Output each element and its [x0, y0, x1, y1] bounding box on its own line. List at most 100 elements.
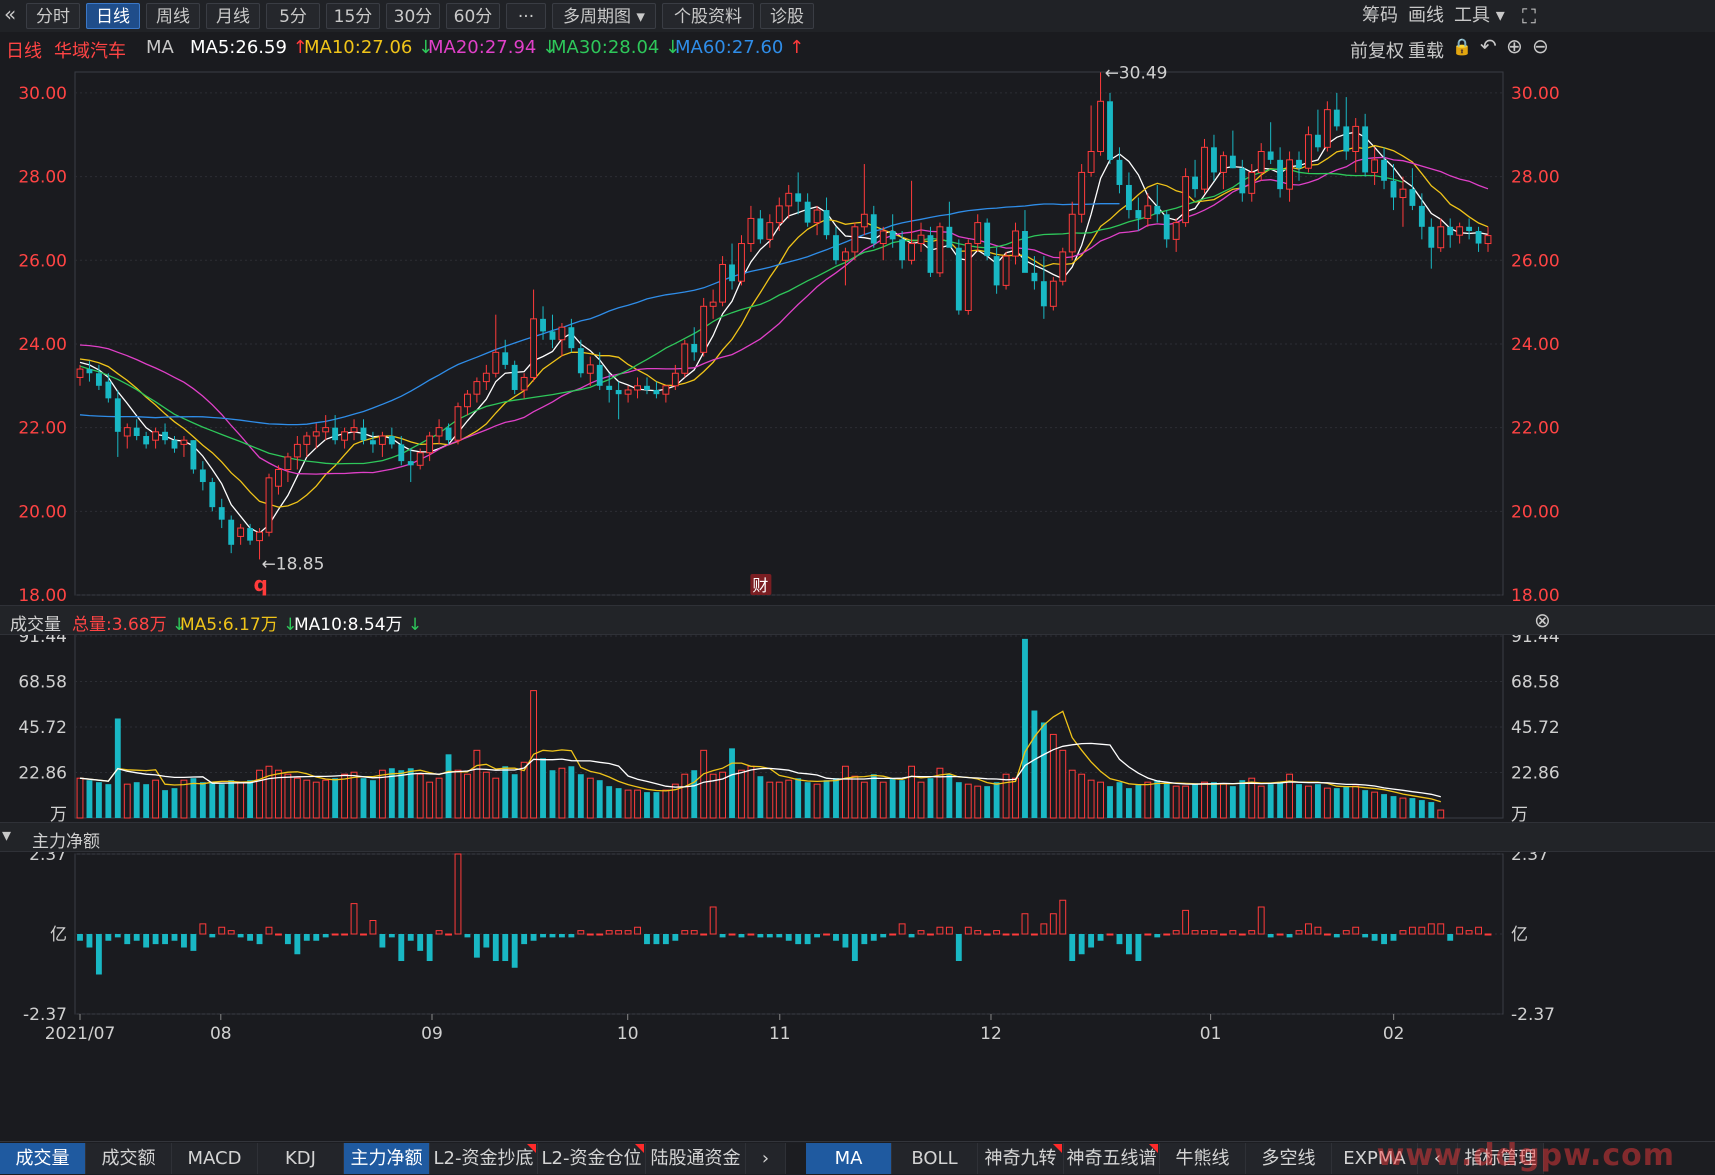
flow-title[interactable]: 主力净额	[32, 832, 100, 852]
flow-bar	[993, 930, 1001, 935]
volume-bar	[586, 777, 594, 819]
date-label: 08	[210, 1024, 232, 1044]
flow-bar	[1012, 933, 1019, 936]
indicator-tab-9[interactable]: MA	[806, 1143, 892, 1174]
candle-body	[1475, 230, 1482, 244]
back-icon[interactable]: «	[4, 2, 17, 26]
zoom-out-icon[interactable]: ⊖	[1532, 34, 1549, 58]
indicator-tab-1[interactable]: 成交额	[86, 1143, 172, 1174]
candle-body	[1211, 147, 1217, 173]
volume-bar	[1049, 733, 1057, 819]
volume-title[interactable]: 成交量	[10, 615, 61, 635]
candle-body	[76, 368, 84, 378]
indicator-tab-17[interactable]: 指标管理	[1458, 1143, 1544, 1174]
candle-body	[190, 440, 197, 470]
draw-line-button[interactable]: 画线	[1408, 5, 1444, 26]
period-tab-7[interactable]: 60分	[446, 3, 500, 29]
indicator-tab-4[interactable]: 主力净额	[344, 1143, 430, 1174]
period-tab-6[interactable]: 30分	[386, 3, 440, 29]
fullscreen-icon[interactable]: ⛶	[1522, 4, 1536, 28]
candle-body	[1466, 226, 1473, 231]
indicator-tab-15[interactable]: EXPMA	[1332, 1143, 1418, 1174]
period-tab-10[interactable]: 个股资料	[662, 3, 754, 29]
indicator-tab-7[interactable]: 陆股通资金	[646, 1143, 746, 1174]
indicator-tab-5[interactable]: L2-资金抄底	[430, 1143, 538, 1174]
ma20-line	[79, 156, 1489, 475]
flow-bar	[983, 933, 991, 936]
stock-name[interactable]: 华域汽车	[54, 41, 126, 62]
candle-body	[1012, 230, 1019, 257]
flow-bar	[540, 934, 546, 938]
volume-tick-right: 45.72	[1511, 718, 1560, 738]
flow-bar	[1116, 934, 1123, 945]
date-label: 02	[1383, 1024, 1405, 1044]
candle-body	[237, 527, 245, 537]
volume-bar	[700, 749, 708, 819]
lock-icon[interactable]: 🔒	[1452, 37, 1472, 56]
reload-button[interactable]: 重载	[1408, 41, 1444, 62]
indicator-tab-3[interactable]: KDJ	[258, 1143, 344, 1174]
period-tab-9[interactable]: 多周期图 ▾	[552, 3, 656, 29]
flow-bar	[511, 934, 518, 968]
candle-body	[549, 331, 556, 340]
kline-chart[interactable]: 30.00 30.00 28.00 28.00 26.00 26.00 24.00 24.00…	[0, 62, 1715, 1172]
chips-button[interactable]: 筹码	[1362, 5, 1398, 26]
volume-bar	[955, 782, 962, 818]
period-tab-4[interactable]: 5分	[266, 3, 320, 29]
candle-body	[105, 381, 112, 399]
candle-body	[691, 343, 698, 353]
period-tab-0[interactable]: 分时	[26, 3, 80, 29]
indicator-tab-8[interactable]: ›	[746, 1143, 786, 1174]
candle-body	[162, 431, 168, 441]
price-tick-left: 26.00	[18, 251, 67, 271]
volume-bar	[841, 765, 849, 819]
period-tab-3[interactable]: 月线	[206, 3, 260, 29]
volume-bar	[795, 778, 802, 818]
candle-body	[1116, 159, 1123, 185]
candle-body	[577, 348, 584, 374]
candle-body	[984, 222, 991, 257]
volume-bar	[729, 748, 735, 818]
flow-bar	[577, 930, 585, 935]
indicator-tab-16[interactable]: ‹	[1418, 1143, 1458, 1174]
ma30-line	[79, 168, 1404, 465]
period-tab-5[interactable]: 15分	[326, 3, 380, 29]
flow-bar	[738, 934, 745, 938]
indicator-tab-14[interactable]: 多空线	[1246, 1143, 1332, 1174]
flow-bar	[1219, 933, 1227, 936]
period-tab-1[interactable]: 日线	[86, 3, 140, 29]
indicator-tabs: 成交量 成交额 MACD KDJ 主力净额 L2-资金抄底 L2-资金仓位 陆股通资金 › MA B…	[0, 1141, 1715, 1175]
candle-body	[416, 452, 424, 466]
candle-body	[332, 427, 339, 441]
flow-bar	[322, 934, 329, 938]
flow-bar	[955, 934, 962, 962]
indicator-name[interactable]: MA	[146, 37, 174, 58]
adjust-button[interactable]: 前复权	[1350, 41, 1404, 62]
indicator-tab-11[interactable]: 神奇九转	[978, 1143, 1064, 1174]
indicator-tab-0[interactable]: 成交量	[0, 1143, 86, 1174]
indicator-tab-2[interactable]: MACD	[172, 1143, 258, 1174]
indicator-tab-13[interactable]: 牛熊线	[1160, 1143, 1246, 1174]
period-tab-2[interactable]: 周线	[146, 3, 200, 29]
volume-bar	[1239, 780, 1246, 818]
flow-bar	[114, 934, 121, 938]
undo-icon[interactable]: ↶	[1480, 34, 1497, 58]
flow-bar	[483, 934, 490, 948]
volume-bar	[653, 792, 660, 818]
period-label: 日线	[6, 41, 42, 62]
period-tab-8[interactable]: ···	[506, 3, 546, 29]
tools-menu[interactable]: 工具 ▾	[1454, 5, 1505, 26]
candle-body	[1323, 109, 1331, 148]
collapse-icon[interactable]: ▾	[2, 825, 12, 846]
flow-bar	[209, 934, 216, 938]
indicator-tab-12[interactable]: 神奇五线谱	[1064, 1143, 1160, 1174]
candle-body	[870, 214, 877, 244]
close-panel-icon[interactable]: ⊗	[1534, 608, 1551, 632]
flow-bar	[1381, 934, 1387, 945]
period-tab-11[interactable]: 诊股	[760, 3, 814, 29]
indicator-tab-10[interactable]: BOLL	[892, 1143, 978, 1174]
flow-bar	[927, 933, 934, 936]
indicator-tab-6[interactable]: L2-资金仓位	[538, 1143, 646, 1174]
zoom-in-icon[interactable]: ⊕	[1506, 34, 1523, 58]
volume-bar	[1125, 788, 1132, 818]
